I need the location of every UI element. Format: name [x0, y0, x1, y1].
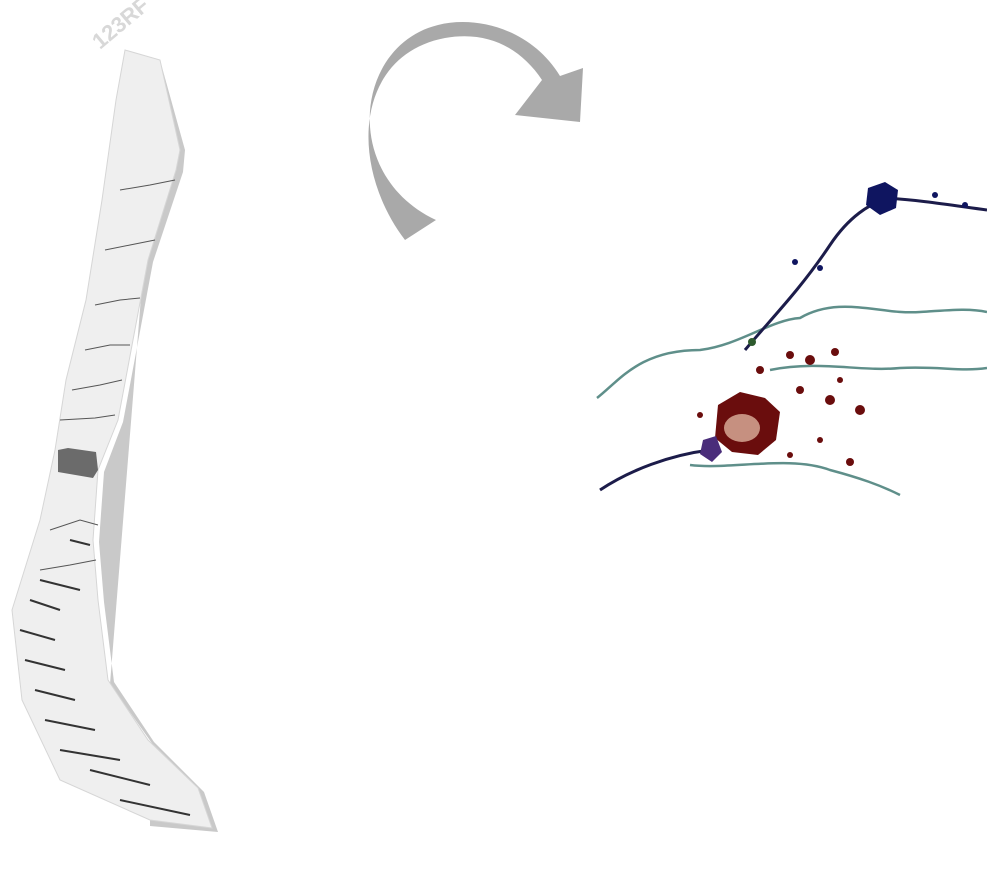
arrow	[368, 22, 583, 240]
highlighted-region	[58, 448, 98, 478]
zoom-map	[596, 182, 987, 497]
country	[11, 49, 213, 829]
city-north	[866, 182, 898, 215]
fjords	[19, 539, 191, 816]
watermark: 123RF	[87, 0, 154, 54]
city-west	[700, 436, 722, 462]
borders	[39, 179, 176, 571]
city-center	[724, 414, 760, 442]
